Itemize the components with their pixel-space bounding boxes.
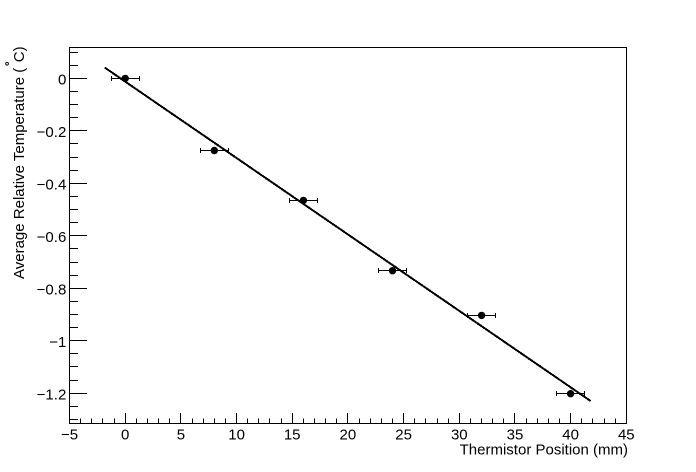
svg-text:45: 45	[618, 427, 635, 444]
svg-text:25: 25	[395, 427, 412, 444]
svg-text:30: 30	[451, 427, 468, 444]
svg-text:5: 5	[177, 427, 185, 444]
svg-text:Thermistor Position (mm): Thermistor Position (mm)	[460, 441, 628, 458]
svg-text:C): C)	[11, 46, 28, 62]
svg-text:−0.2: −0.2	[37, 124, 67, 141]
svg-text:Average Relative Temperature (: Average Relative Temperature (	[11, 68, 28, 279]
svg-text:−0.6: −0.6	[37, 229, 67, 246]
svg-text:35: 35	[507, 427, 524, 444]
svg-text:−1.2: −1.2	[37, 386, 67, 403]
svg-text:40: 40	[562, 427, 579, 444]
svg-text:−1: −1	[49, 334, 66, 351]
svg-text:−5: −5	[61, 427, 78, 444]
svg-text:20: 20	[340, 427, 357, 444]
svg-text:−0.8: −0.8	[37, 281, 67, 298]
svg-text:−0.4: −0.4	[37, 176, 67, 193]
svg-text:10: 10	[228, 427, 245, 444]
svg-text:0: 0	[58, 72, 66, 89]
svg-text:15: 15	[284, 427, 301, 444]
svg-text:0: 0	[121, 427, 129, 444]
